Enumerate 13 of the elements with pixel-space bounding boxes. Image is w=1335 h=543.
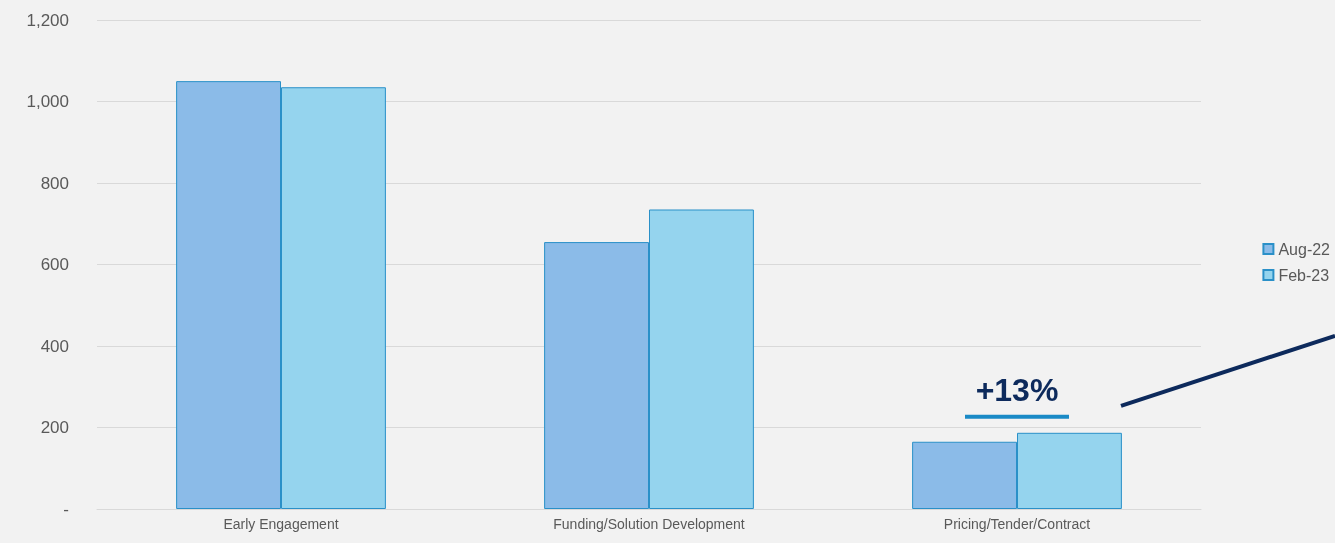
- y-tick-label: -: [63, 499, 69, 519]
- y-tick-label: 600: [40, 255, 69, 274]
- x-tick-label: Funding/Solution Development: [553, 516, 745, 532]
- legend-label: Feb-23: [1278, 266, 1330, 284]
- y-tick-label: 1,200: [26, 10, 69, 30]
- x-tick-label: Early Engagement: [223, 516, 339, 532]
- y-tick-label: 800: [40, 173, 69, 193]
- y-tick-label: 200: [40, 418, 69, 437]
- y-tick-label: 400: [40, 336, 69, 356]
- y-tick-label: 1,000: [26, 92, 69, 111]
- x-tick-label: Pricing/Tender/Contract: [943, 516, 1091, 532]
- annotation: +13%: [975, 371, 1059, 408]
- legend-label: Aug-22: [1278, 240, 1331, 258]
